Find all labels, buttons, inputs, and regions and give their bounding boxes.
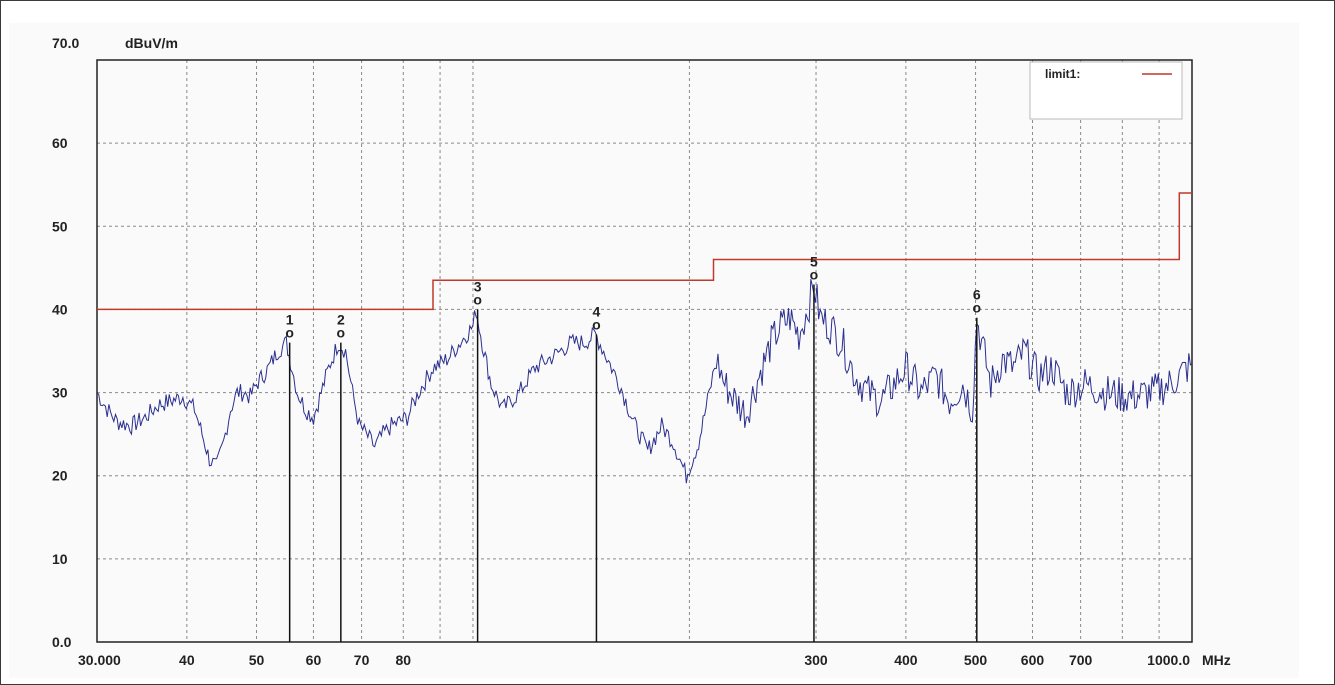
x-tick-label: 50 (249, 652, 265, 668)
x-tick-label: 500 (964, 652, 988, 668)
grid-layer (96, 59, 1193, 643)
x-tick-label: 30.000 (78, 652, 121, 668)
marker-number: 3 (474, 278, 482, 294)
y-tick-label: 20 (52, 468, 68, 484)
x-tick-labels: 30.000 40 50 60 70 80 300 400 500 600 700 1000.0 (78, 652, 1190, 668)
x-axis-unit-label: MHz (1202, 652, 1231, 668)
measurement-trace (96, 278, 1193, 484)
x-tick-label: 60 (306, 652, 322, 668)
chart-panel (9, 23, 1299, 678)
marker-symbol: o (285, 325, 294, 341)
x-tick-label: 1000.0 (1147, 652, 1190, 668)
y-tick-label: 40 (52, 301, 68, 317)
x-tick-label: 600 (1021, 652, 1045, 668)
marker-symbol: o (973, 300, 982, 316)
y-tick-label: 60 (52, 135, 68, 151)
y-tick-label: 0.0 (52, 634, 72, 650)
x-tick-label: 400 (894, 652, 918, 668)
legend-box (1029, 61, 1183, 120)
marker-number: 1 (286, 312, 294, 328)
y-tick-labels: 70.0 60 50 40 30 20 10 0.0 (52, 35, 79, 650)
limit-line (97, 192, 1192, 311)
marker-number: 2 (337, 312, 345, 328)
marker-number: 6 (973, 287, 981, 303)
legend-label: limit1: (1045, 67, 1080, 81)
legend: limit1: (1029, 61, 1183, 120)
marker-symbol: o (810, 266, 819, 282)
x-tick-label: 300 (804, 652, 828, 668)
y-tick-label: 30 (52, 385, 68, 401)
x-tick-label: 80 (395, 652, 411, 668)
trace-layer (96, 278, 1193, 484)
marker-number: 4 (593, 303, 601, 319)
x-tick-label: 40 (179, 652, 195, 668)
marker-symbol: o (592, 316, 601, 332)
y-tick-label: 10 (52, 551, 68, 567)
limit-layer (97, 192, 1192, 311)
y-axis-unit-label: dBuV/m (125, 35, 178, 51)
marker-number: 5 (810, 253, 818, 269)
plot-border (96, 59, 1193, 643)
y-tick-label: 50 (52, 218, 68, 234)
x-tick-label: 70 (354, 652, 370, 668)
marker-symbol: o (337, 325, 346, 341)
x-tick-label: 700 (1069, 652, 1093, 668)
y-tick-label: 70.0 (52, 35, 79, 51)
marker-symbol: o (473, 291, 482, 307)
